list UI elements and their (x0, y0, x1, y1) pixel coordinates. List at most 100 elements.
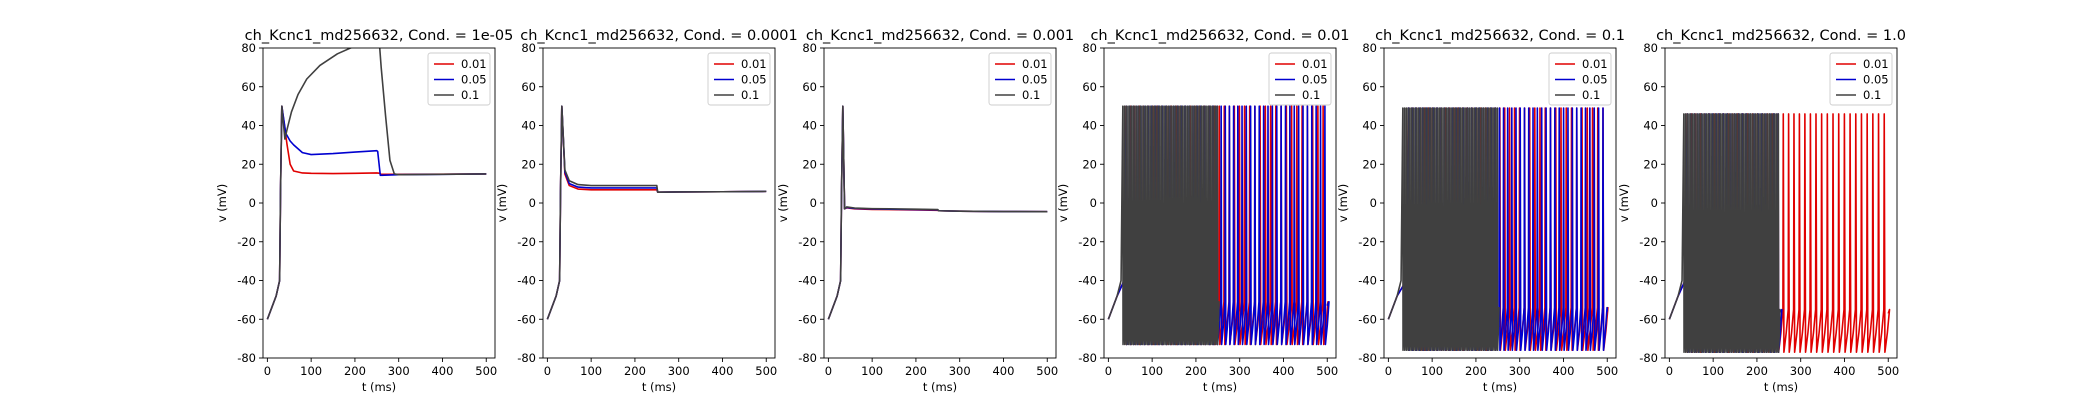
x-tick-label: 300 (1509, 364, 1531, 378)
x-tick-label: 300 (1229, 364, 1251, 378)
y-tick-label: 40 (521, 119, 536, 133)
y-tick-label: -20 (237, 235, 256, 249)
y-axis-label: v (mV) (776, 184, 790, 223)
y-tick-label: -40 (1078, 274, 1097, 288)
subplot-title: ch_Kcnc1_md256632, Cond. = 1.0 (1656, 28, 1906, 44)
y-tick-label: -20 (517, 235, 536, 249)
series-line-0.1 (1107, 105, 1220, 346)
subplot-3: 0 100 200 300 400 500 -80 -60 -40 -20 0 20 40 60 80 t (… (776, 28, 1074, 394)
x-axis-label: t (ms) (1203, 380, 1237, 394)
plot-area (827, 105, 1048, 320)
legend-label: 0.05 (1302, 73, 1328, 87)
y-tick-label: -20 (1639, 235, 1658, 249)
y-tick-label: -60 (517, 312, 536, 326)
y-tick-label: -80 (798, 351, 817, 365)
x-axis-label: t (ms) (1483, 380, 1517, 394)
y-tick-label: -40 (517, 274, 536, 288)
y-axis-label: v (mV) (1617, 184, 1631, 223)
x-tick-label: 300 (388, 364, 410, 378)
y-tick-label: 20 (802, 157, 817, 171)
y-tick-label: 80 (1362, 41, 1377, 55)
legend-label: 0.1 (1022, 88, 1040, 102)
y-tick-label: -40 (237, 274, 256, 288)
y-tick-label: 60 (241, 80, 256, 94)
y-tick-label: 80 (802, 41, 817, 55)
y-tick-label: 40 (802, 119, 817, 133)
x-tick-label: 100 (580, 364, 602, 378)
x-tick-label: 200 (905, 364, 927, 378)
series-line-0.1 (1668, 113, 1781, 353)
y-tick-label: 20 (241, 157, 256, 171)
x-tick-label: 300 (949, 364, 971, 378)
y-tick-label: 0 (1651, 196, 1658, 210)
x-tick-label: 500 (755, 364, 777, 378)
y-tick-label: 80 (1082, 41, 1097, 55)
x-tick-label: 400 (1272, 364, 1294, 378)
y-tick-label: 0 (1370, 196, 1377, 210)
y-tick-label: -40 (1358, 274, 1377, 288)
series-line-0.05 (546, 105, 767, 320)
y-tick-label: -60 (798, 312, 817, 326)
x-tick-label: 100 (1421, 364, 1443, 378)
y-tick-label: -80 (1078, 351, 1097, 365)
x-axis-label: t (ms) (642, 380, 676, 394)
y-tick-label: 20 (521, 157, 536, 171)
series-line-0.1 (827, 105, 1048, 320)
legend-label: 0.01 (1863, 57, 1889, 71)
y-tick-label: 60 (1362, 80, 1377, 94)
x-tick-label: 200 (624, 364, 646, 378)
y-tick-label: 40 (1082, 119, 1097, 133)
x-tick-label: 200 (1185, 364, 1207, 378)
subplot-4: 0 100 200 300 400 500 -80 -60 -40 -20 0 20 40 60 80 t (… (1056, 28, 1350, 394)
y-tick-label: 80 (241, 41, 256, 55)
y-tick-label: 20 (1362, 157, 1377, 171)
y-tick-label: 80 (521, 41, 536, 55)
legend-box (427, 52, 491, 106)
y-tick-label: -20 (1358, 235, 1377, 249)
x-tick-label: 300 (668, 364, 690, 378)
series-line-0.01 (546, 105, 767, 320)
series-line-0.05 (266, 105, 487, 320)
y-tick-label: 80 (1643, 41, 1658, 55)
series-line-0.1 (1387, 107, 1500, 352)
plot-area (1107, 105, 1330, 346)
x-axis-label: t (ms) (923, 380, 957, 394)
y-tick-label: -60 (1639, 312, 1658, 326)
subplot-title: ch_Kcnc1_md256632, Cond. = 1e-05 (245, 28, 514, 44)
x-tick-label: 0 (825, 364, 832, 378)
y-axis-label: v (mV) (1056, 184, 1070, 223)
series-line-0.1 (266, 48, 487, 320)
legend: 0.01 0.050.1 (1268, 52, 1332, 106)
x-tick-label: 500 (1596, 364, 1618, 378)
x-tick-label: 300 (1790, 364, 1812, 378)
x-tick-label: 400 (1552, 364, 1574, 378)
y-tick-label: 0 (529, 196, 536, 210)
y-tick-label: 60 (1643, 80, 1658, 94)
x-tick-label: 500 (1036, 364, 1058, 378)
legend-label: 0.1 (1582, 88, 1600, 102)
x-tick-label: 100 (861, 364, 883, 378)
legend-label: 0.05 (1582, 73, 1608, 87)
subplot-5: 0 100 200 300 400 500 -80 -60 -40 -20 0 20 40 60 80 t (… (1336, 28, 1625, 394)
legend-label: 0.01 (1022, 57, 1048, 71)
y-tick-label: 40 (1362, 119, 1377, 133)
legend-box (988, 52, 1052, 106)
y-tick-label: -20 (1078, 235, 1097, 249)
plot-area (1387, 107, 1609, 352)
y-tick-label: -60 (1358, 312, 1377, 326)
plot-area (546, 105, 767, 320)
y-tick-label: 60 (1082, 80, 1097, 94)
x-tick-label: 100 (1702, 364, 1724, 378)
y-tick-label: -80 (237, 351, 256, 365)
x-tick-label: 100 (300, 364, 322, 378)
x-tick-label: 400 (431, 364, 453, 378)
y-tick-label: 0 (249, 196, 256, 210)
legend-box (707, 52, 771, 106)
legend-label: 0.05 (1863, 73, 1889, 87)
legend-label: 0.1 (741, 88, 759, 102)
y-axis-label: v (mV) (1336, 184, 1350, 223)
y-tick-label: -40 (798, 274, 817, 288)
legend: 0.01 0.050.1 (1829, 52, 1893, 106)
x-tick-label: 0 (1666, 364, 1673, 378)
y-tick-label: 0 (1090, 196, 1097, 210)
